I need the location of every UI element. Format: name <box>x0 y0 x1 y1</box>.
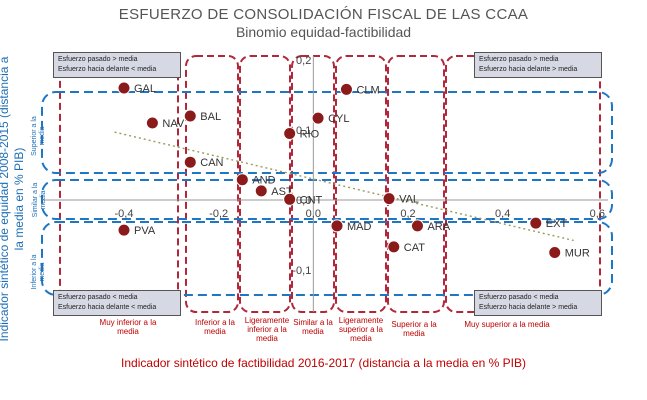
corner-box-bottom-right: Esfuerzo pasado < media Esfuerzo hacia d… <box>474 290 602 316</box>
y-axis-label: Indicador sintético de equidad 2008-2015… <box>0 57 26 342</box>
category-band-row <box>41 91 613 174</box>
column-category-label: Similar a la media <box>293 318 333 336</box>
column-category-label: Ligeramente superior a la media <box>338 316 384 343</box>
x-tick-label: 0,0 <box>306 208 321 220</box>
data-point <box>548 246 562 259</box>
y-tick-label: 0,1 <box>296 125 311 137</box>
corner-box-line: Esfuerzo pasado > media <box>58 56 138 63</box>
corner-box-line: Esfuerzo hacia delante > media <box>479 304 578 311</box>
data-point <box>283 127 297 140</box>
data-point-label: CLM <box>356 84 379 96</box>
data-point <box>145 116 159 130</box>
data-point <box>382 192 396 206</box>
category-band-column <box>335 55 387 313</box>
data-point-label: NAV <box>162 118 184 130</box>
data-point <box>387 240 401 254</box>
data-point <box>183 109 197 123</box>
corner-box-top-left: Esfuerzo pasado > media Esfuerzo hacia d… <box>53 52 181 78</box>
column-category-label: Superior a la media <box>391 320 437 338</box>
corner-box-line: Esfuerzo hacia delante < media <box>58 66 157 73</box>
category-band-column <box>185 55 239 313</box>
data-point-label: CYL <box>328 113 349 125</box>
corner-box-bottom-left: Esfuerzo pasado < media Esfuerzo hacia d… <box>53 290 181 316</box>
trend-line <box>114 131 574 242</box>
category-band-column <box>239 55 291 313</box>
data-point <box>529 216 543 230</box>
data-point-label: BAL <box>200 111 221 123</box>
y-tick-label: 0,2 <box>296 55 311 67</box>
data-point-label: EXT <box>546 218 568 230</box>
category-band-column <box>59 55 179 313</box>
chart-subtitle: Binomio equidad-factibilidad <box>235 24 412 40</box>
corner-box-top-right: Esfuerzo pasado > media Esfuerzo hacia d… <box>474 52 602 78</box>
data-point <box>235 173 249 187</box>
data-point-label: ARA <box>427 221 450 233</box>
column-category-label: Inferior a la media <box>194 318 236 336</box>
data-point-label: PVA <box>134 225 156 237</box>
data-point <box>339 82 353 96</box>
category-band-row <box>41 221 613 296</box>
data-point-label: MAD <box>347 221 372 233</box>
data-point-label: CNT <box>300 194 323 206</box>
data-point <box>117 223 131 237</box>
x-tick-label: -0,4 <box>115 208 134 220</box>
data-point-label: AND <box>252 175 275 187</box>
category-band-column <box>387 55 445 313</box>
data-point <box>117 81 131 95</box>
data-point-label: CAN <box>200 157 223 169</box>
data-point-label: MUR <box>565 248 590 260</box>
x-tick-label: 0,6 <box>590 208 605 220</box>
data-point <box>183 155 197 169</box>
data-point <box>410 219 424 233</box>
chart-title: ESFUERZO DE CONSOLIDACIÓN FISCAL DE LAS … <box>118 6 529 23</box>
column-category-label: Ligeramente inferior a la media <box>244 316 290 343</box>
x-tick-label: 0,2 <box>400 208 415 220</box>
corner-box-line: Esfuerzo pasado < media <box>58 294 138 301</box>
column-category-label: Muy superior a la media <box>464 320 550 329</box>
data-point <box>283 192 297 206</box>
data-point <box>330 219 344 233</box>
data-point <box>254 184 268 198</box>
corner-box-line: Esfuerzo hacia delante > media <box>479 66 578 73</box>
x-axis-label: Indicador sintético de factibilidad 2016… <box>121 356 526 370</box>
x-tick-label: -0,2 <box>209 208 228 220</box>
corner-box-line: Esfuerzo hacia delante < media <box>58 304 157 311</box>
data-point <box>311 111 325 125</box>
row-category-label: Similar a la media <box>32 182 47 218</box>
data-point-label: CAT <box>404 242 425 254</box>
x-tick-label: 0,4 <box>495 208 510 220</box>
data-point-label: RIO <box>300 129 320 141</box>
data-point-label: GAL <box>134 83 156 95</box>
corner-box-line: Esfuerzo pasado < media <box>479 294 559 301</box>
y-tick-label: 0,0 <box>296 195 311 207</box>
data-point-label: VAL <box>399 194 419 206</box>
row-category-label: Inferior a la media <box>31 254 46 290</box>
column-category-label: Muy inferior a la media <box>99 318 157 336</box>
y-tick-label: -0,1 <box>292 265 311 277</box>
corner-box-line: Esfuerzo pasado > media <box>479 56 559 63</box>
category-band-column <box>445 55 601 313</box>
row-category-label: Superior a la media <box>31 116 46 156</box>
